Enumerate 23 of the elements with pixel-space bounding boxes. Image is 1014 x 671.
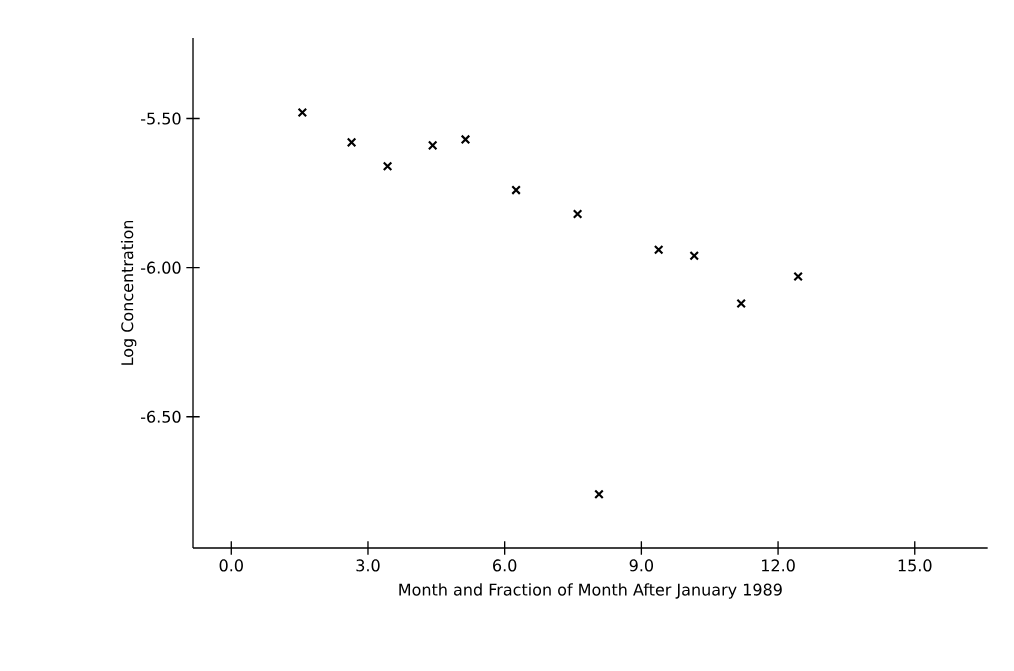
point <box>346 137 357 148</box>
point <box>736 298 746 309</box>
x-tick-label: 15.0 <box>898 559 932 572</box>
y-tick-label: -5.50 <box>141 112 181 125</box>
point <box>382 161 393 172</box>
point <box>511 185 521 195</box>
point <box>793 271 803 282</box>
x-tick-label: 9.0 <box>629 559 654 572</box>
point <box>297 107 308 118</box>
y-tick-label: -6.50 <box>141 410 181 423</box>
point <box>460 134 471 145</box>
y-tick-label: -6.00 <box>141 261 181 274</box>
x-tick-label: 3.0 <box>356 559 380 572</box>
y-axis-title: Log Concentration <box>120 220 137 365</box>
x-tick-label: 12.0 <box>762 559 795 572</box>
point <box>594 489 604 500</box>
x-axis-title: Month and Fraction of Month After January 1989 <box>399 583 782 599</box>
point <box>572 209 583 219</box>
x-tick-label: 0.0 <box>219 559 243 572</box>
point <box>427 140 438 151</box>
point <box>653 244 664 255</box>
point <box>689 250 700 261</box>
x-tick-label: 6.0 <box>493 559 517 572</box>
